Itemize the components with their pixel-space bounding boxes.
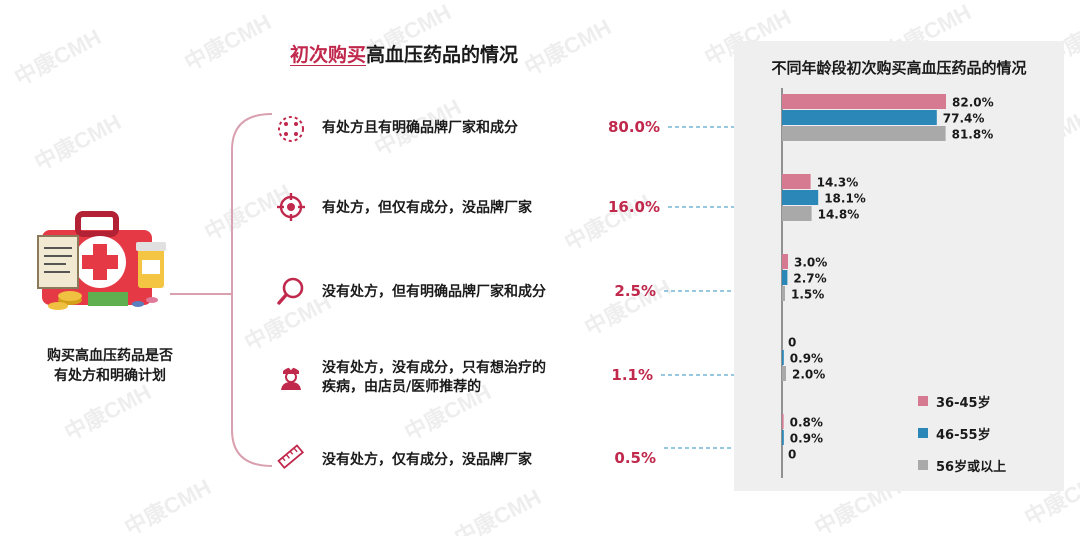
row-pct-4: 1.1%: [611, 366, 653, 384]
bar-2-series-3: [782, 206, 812, 221]
data-label-1-2: 77.4%: [943, 112, 985, 126]
data-label-3-3: 1.5%: [791, 288, 824, 302]
legend-label-3: 56岁或以上: [936, 459, 1007, 475]
data-label-2-3: 14.8%: [818, 208, 860, 222]
bar-1-series-1: [782, 94, 946, 109]
bar-1-series-2: [782, 110, 937, 125]
data-label-3-1: 3.0%: [794, 256, 827, 270]
left-label-line-1: 购买高血压药品是否: [47, 348, 173, 364]
bar-2-series-1: [782, 174, 811, 189]
dots-cross-icon: [276, 114, 306, 144]
legend-swatch-1: [918, 396, 928, 406]
data-label-1-3: 81.8%: [952, 128, 994, 142]
data-label-1-1: 82.0%: [952, 96, 994, 110]
row-pct-2: 16.0%: [607, 198, 660, 216]
main-title-highlight: 初次购买: [290, 44, 367, 66]
bar-3-series-1: [782, 254, 788, 269]
bar-3-series-2: [782, 270, 788, 285]
medical-kit-icon: [30, 200, 180, 320]
data-label-4-1: 0: [788, 336, 796, 350]
left-label-line-2: 有处方和明确计划: [54, 368, 166, 384]
target-icon: [276, 192, 306, 222]
bar-5-series-2: [782, 430, 784, 445]
legend-item-2: 46-55岁: [918, 425, 1006, 443]
data-label-2-1: 14.3%: [817, 176, 859, 190]
row-text-5: 没有处方，仅有成分，没品牌厂家: [322, 452, 532, 468]
chart-legend: 36-45岁 46-55岁 56岁或以上: [918, 393, 1006, 489]
data-label-4-3: 2.0%: [792, 368, 825, 382]
row-text-1: 有处方且有明确品牌厂家和成分: [322, 120, 518, 136]
legend-swatch-3: [918, 460, 928, 470]
main-title-rest: 高血压药品的情况: [366, 44, 519, 66]
legend-swatch-2: [918, 428, 928, 438]
main-title: 初次购买高血压药品的情况: [290, 40, 518, 67]
ruler-icon: [276, 442, 306, 472]
legend-item-3: 56岁或以上: [918, 457, 1007, 475]
data-label-5-1: 0.8%: [790, 416, 823, 430]
left-label: 购买高血压药品是否 有处方和明确计划: [20, 346, 200, 386]
bar-5-series-1: [782, 414, 784, 429]
row-text-2: 有处方，但仅有成分，没品牌厂家: [322, 200, 532, 216]
bar-2-series-2: [782, 190, 819, 205]
bar-4-series-3: [782, 366, 786, 381]
data-label-3-2: 2.7%: [793, 272, 826, 286]
legend-label-1: 36-45岁: [936, 395, 991, 411]
row-pct-3: 2.5%: [614, 282, 656, 300]
row-text-4: 没有处方，没有成分，只有想治疗的 疾病，由店员/医师推荐的: [322, 360, 546, 395]
legend-item-1: 36-45岁: [918, 393, 1006, 411]
legend-label-2: 46-55岁: [936, 427, 991, 443]
row-text-3: 没有处方，但有明确品牌厂家和成分: [322, 284, 546, 300]
row-pct-5: 0.5%: [614, 449, 656, 467]
magnifier-icon: [276, 276, 306, 306]
data-label-2-2: 18.1%: [824, 192, 866, 206]
row-pct-1: 80.0%: [607, 118, 660, 136]
data-label-4-2: 0.9%: [790, 352, 823, 366]
data-label-5-2: 0.9%: [790, 432, 823, 446]
chart-title: 不同年龄段初次购买高血压药品的情况: [771, 59, 1027, 77]
bar-3-series-3: [782, 286, 785, 301]
data-label-5-3: 0: [788, 448, 796, 462]
bar-4-series-2: [782, 350, 784, 365]
bar-1-series-3: [782, 126, 946, 141]
nurse-icon: [276, 361, 306, 391]
